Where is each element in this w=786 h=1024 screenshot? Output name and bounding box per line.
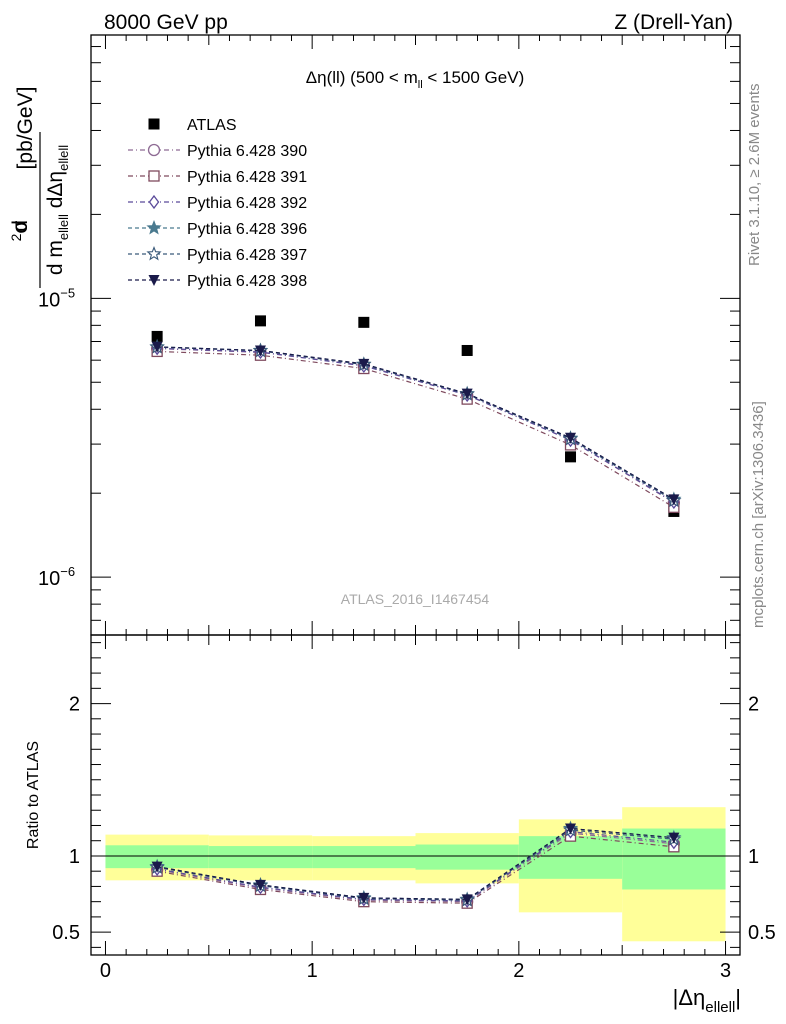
legend-pythia-6-428-398-marker [148,275,160,286]
ratio-series-pythia-6-428-398-point [254,879,266,891]
ratio-series-pythia-6-428-398-point [151,861,163,873]
y-label-numerator-d: d [9,220,32,232]
y-tick-label-right: 0.5 [748,922,776,944]
main-panel: 10−5 10−6 [38,34,741,636]
ratio-series-pythia-6-428-398-line [157,827,674,900]
analysis-watermark: ATLAS_2016_I1467454 [341,591,490,607]
plot-title: Δη(ll) (500 < mll < 1500 GeV) [306,68,524,91]
y-label-numerator: 2σ [8,221,32,242]
ratio-series-pythia-6-428-398-point [565,823,577,835]
uncertainty-band-inner [415,844,519,870]
legend-pythia-6-428-392-marker [148,194,160,210]
ratio-series-pythia-6-428-398-point [461,894,473,906]
legend-pythia-6-428-390-marker [147,143,161,157]
y-tick-label-right: 2 [748,694,759,716]
svg-text:[pb/GeV]: [pb/GeV] [14,87,37,170]
header-right: Z (Drell-Yan) [614,11,733,34]
ratio-series-pythia-6-428-398-point [668,832,680,844]
series-atlas-point [461,344,473,356]
uncertainty-band-inner [312,846,416,869]
uncertainty-band-inner [105,845,209,869]
series-pythia-6-428-398-line [157,346,675,500]
y-tick-label-left: 2 [69,694,80,716]
legend-pythia-6-428-397-label: Pythia 6.428 397 [187,247,307,264]
legend: ATLAS Pythia 6.428 390 Pythia 6.428 391 Pyt… [128,117,307,290]
ratio-series-pythia-6-428-392-line [157,830,674,902]
y-tick-label-right: 1 [748,846,759,868]
x-tick-label: 1 [307,960,318,982]
series-pythia-6-428-397-line [157,346,675,502]
ratio-series-pythia-6-428-390-line [157,832,674,903]
ratio-panel: 0 1 2 3 0.5 0.5 1 1 2 2 [52,634,776,982]
series-pythia-6-428-396-line [157,346,675,500]
mcplots-label: mcplots.cern.ch [arXiv:1306.3436] [750,401,767,628]
y-axis-label-main: [pb/GeV] 2σ d d mellell dΔηellell [8,87,71,288]
legend-atlas-label: ATLAS [187,117,237,134]
legend-pythia-6-428-390-label: Pythia 6.428 390 [187,143,307,160]
y-tick-label: 10−5 [38,285,75,311]
y-tick-label: 10−6 [38,564,75,590]
y-tick-label-left: 0.5 [52,922,80,944]
y-tick-label-left: 1 [69,846,80,868]
ratio-series-pythia-6-428-397-line [157,829,674,901]
legend-pythia-6-428-397-marker [146,245,162,261]
legend-pythia-6-428-396-marker [146,219,162,235]
x-tick-label: 3 [720,960,731,982]
uncertainty-band-inner [518,836,623,879]
series-pythia-6-428-398-point [668,494,680,506]
legend-pythia-6-428-391-marker [148,170,160,182]
uncertainty-band-inner [208,846,313,869]
series-atlas-point [565,451,577,463]
ratio-y-label: Ratio to ATLAS [25,741,42,849]
rivet-label: Rivet 3.1.10, ≥ 2.6M events [746,84,763,267]
legend-pythia-6-428-398-label: Pythia 6.428 398 [187,273,307,290]
main-series-layer [149,315,682,517]
y-label-denominator: d mellell dΔηellell [44,145,71,275]
series-atlas-point [151,330,163,342]
series-atlas-point [254,315,266,327]
x-tick-label: 0 [100,960,111,982]
legend-pythia-6-428-396-label: Pythia 6.428 396 [187,221,307,238]
series-pythia-6-428-392-line [157,347,675,503]
legend-pythia-6-428-391-label: Pythia 6.428 391 [187,169,307,186]
header-left: 8000 GeV pp [104,11,228,34]
series-pythia-6-428-398-point [565,432,577,444]
ratio-series-layer [149,820,682,909]
ratio-series-pythia-6-428-391-line [157,835,674,904]
series-pythia-6-428-398-point [461,388,473,400]
series-pythia-6-428-390-line [157,348,675,504]
legend-pythia-6-428-392-label: Pythia 6.428 392 [187,195,307,212]
series-atlas-point [358,316,370,328]
legend-atlas-marker [148,118,160,130]
x-axis-label: |Δηellell| [673,985,741,1016]
series-pythia-6-428-391-line [157,350,675,508]
ratio-series-pythia-6-428-398-point [358,892,370,904]
series-pythia-6-428-398-point [358,358,370,370]
series-pythia-6-428-398-point [151,341,163,353]
x-tick-label: 2 [513,960,524,982]
series-pythia-6-428-398-point [254,345,266,357]
